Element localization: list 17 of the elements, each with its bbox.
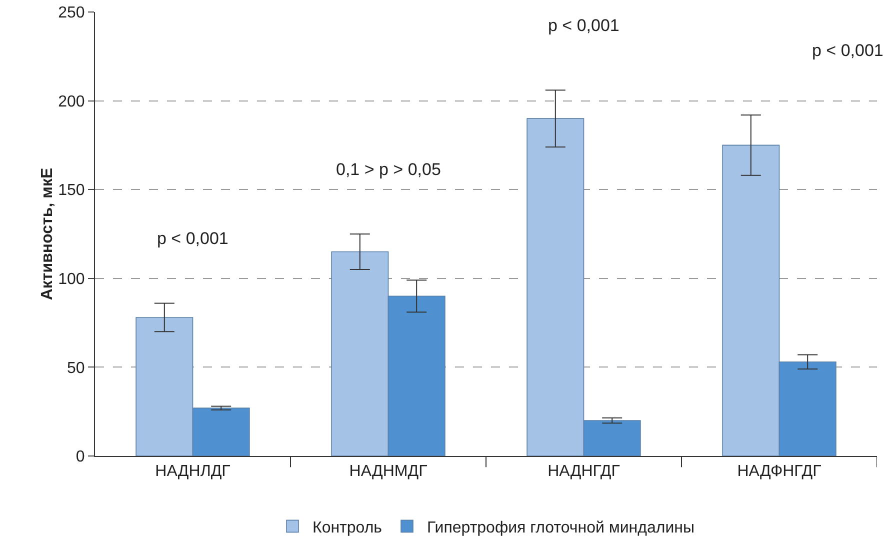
y-tick-label: 0 <box>76 448 85 466</box>
x-tick-label: НАДНЛДГ <box>155 463 231 480</box>
x-tick-label: НАДНГДГ <box>548 463 620 480</box>
legend-label: Контроль <box>312 519 382 536</box>
y-tick-label: 250 <box>58 4 85 22</box>
y-tick-label: 50 <box>67 360 85 377</box>
annotation: p < 0,001 <box>812 41 884 60</box>
annotation: 0,1 > p > 0,05 <box>336 160 441 179</box>
legend-label: Гипертрофия глоточной миндалины <box>427 519 694 536</box>
y-tick-label: 200 <box>58 93 85 110</box>
y-tick-label: 100 <box>58 271 85 288</box>
y-axis-title: Активность, мкЕ <box>39 168 56 300</box>
x-tick-label: НАДНМДГ <box>349 463 428 480</box>
x-tick-label: НАДФНГДГ <box>737 463 822 480</box>
annotation: p < 0,001 <box>157 229 228 248</box>
annotation: p < 0,001 <box>548 16 620 35</box>
y-tick-label: 150 <box>58 182 85 200</box>
